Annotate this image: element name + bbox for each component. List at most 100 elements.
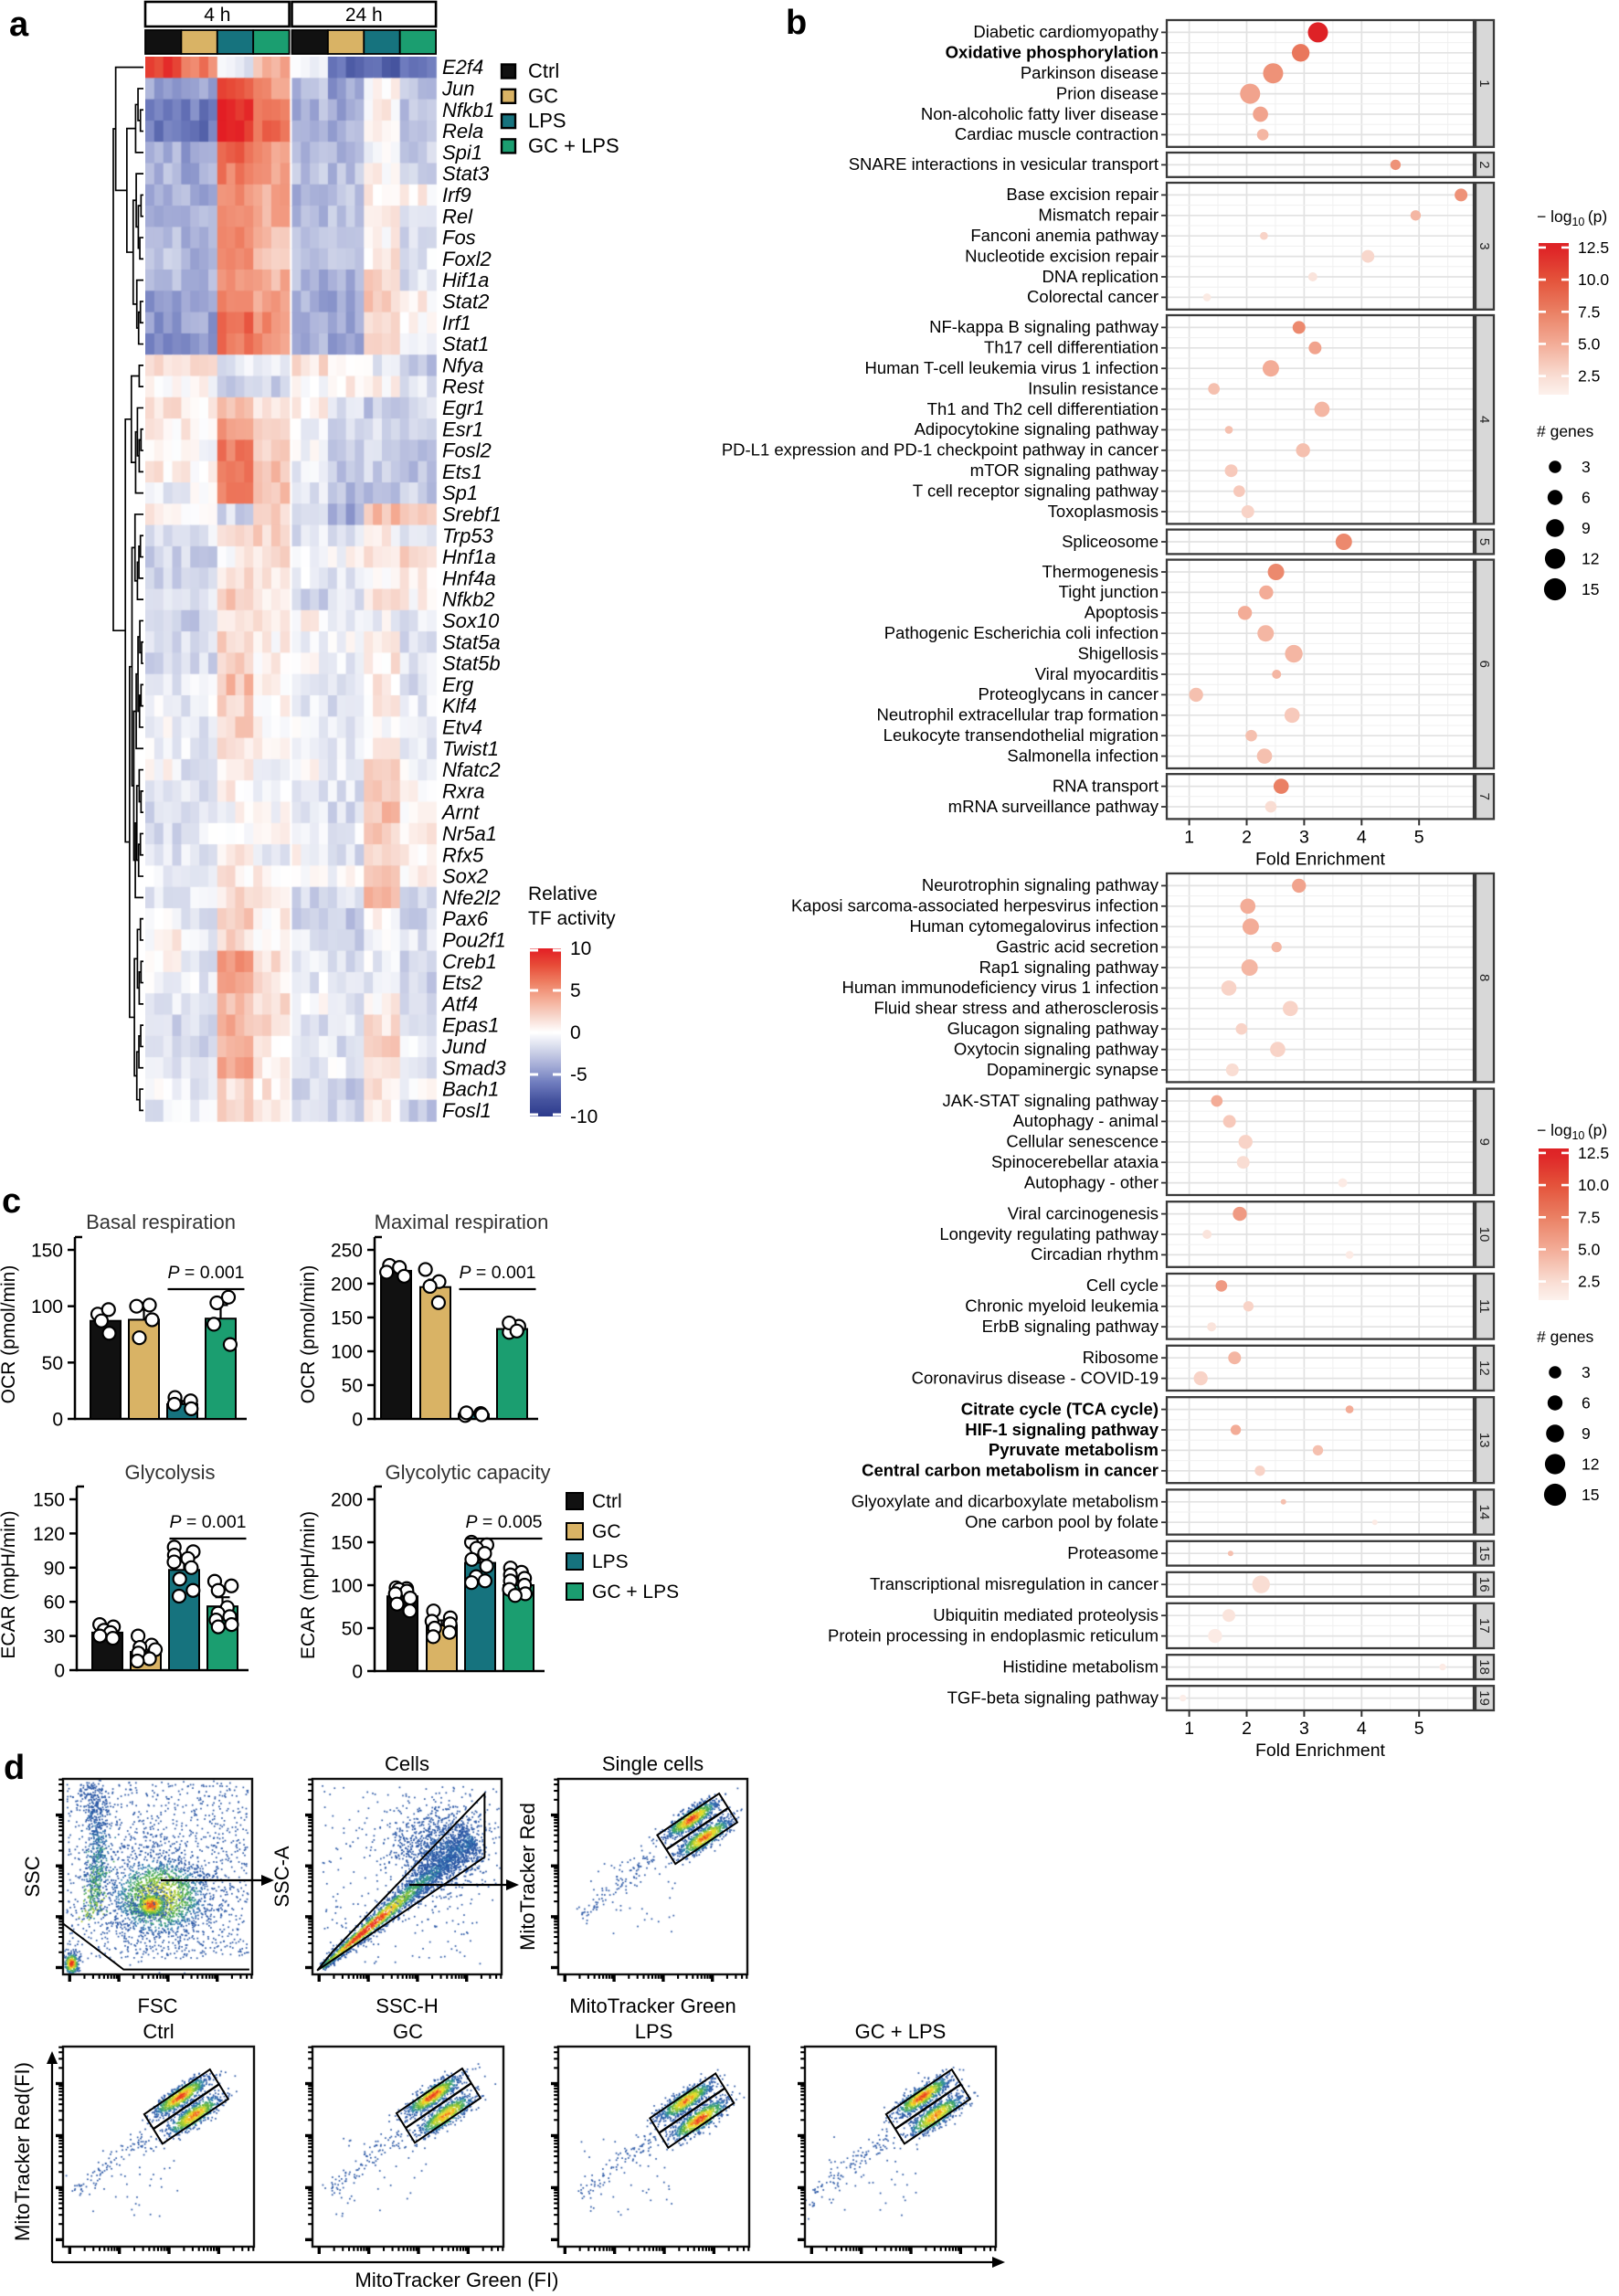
pathway-label: Toxoplasmosis: [1048, 502, 1159, 521]
bar-y-tick-label: 0: [352, 1662, 363, 1683]
color-legend-tick-label: 12.5: [1578, 238, 1609, 257]
pathway-bubble: [1245, 729, 1257, 742]
shape-path: [140, 683, 143, 707]
flow-plot-frame: [556, 2045, 751, 2248]
pathway-label: Salmonella infection: [1007, 746, 1159, 765]
pathway-label: Th1 and Th2 cell differentiation: [927, 399, 1159, 418]
group: [551, 1778, 748, 1982]
facet-strip-number: 9: [1476, 1138, 1492, 1146]
bar-data-point: [129, 1298, 144, 1314]
bar-chart-title: Glycolytic capacity: [386, 1461, 551, 1484]
pathway-label: Adipocytokine signaling pathway: [915, 419, 1159, 439]
pathway-bubble: [1284, 707, 1300, 724]
bar-data-point: [474, 1407, 490, 1423]
condition-bar-segment: [252, 29, 291, 55]
heatmap-colorbar-tick-label: -10: [570, 1106, 598, 1127]
facet-strip-number: 18: [1476, 1659, 1492, 1675]
size-legend-dot: [1547, 1395, 1563, 1411]
flow-scatter-flow_gc: [312, 2047, 503, 2247]
pathway-bubble: [1338, 1178, 1348, 1188]
bar-data-point: [142, 1297, 157, 1313]
pathway-label: Prion disease: [1056, 83, 1159, 102]
p-value-annotation: P = 0.005: [465, 1512, 542, 1532]
pathway-bubble: [1265, 800, 1277, 813]
pathway-label: Th17 cell differentiation: [984, 338, 1159, 357]
pathway-label: Kaposi sarcoma-associated herpesvirus in…: [791, 896, 1159, 915]
bar-y-tick-label: 30: [44, 1626, 65, 1647]
bar-data-point: [184, 1560, 199, 1575]
bar-legend-label: GC: [592, 1521, 621, 1542]
flow-gate-divider: [894, 2083, 962, 2131]
flow-plot-frame: [803, 2045, 998, 2248]
gene-label: Ets2: [442, 971, 482, 994]
heatmap-legend-label: Ctrl: [528, 59, 559, 82]
bar-data-point: [142, 1651, 157, 1666]
bar-data-point: [426, 1629, 441, 1645]
flow-shared-x-label: MitoTracker Green (FI): [355, 2269, 559, 2291]
gene-label: Smad3: [442, 1056, 506, 1079]
pathway-bubble: [1292, 321, 1306, 334]
frame-rect: [1165, 558, 1476, 770]
bar-data-point: [402, 1603, 418, 1619]
pathway-label: Human T-cell leukemia virus 1 infection: [865, 358, 1159, 377]
facet-strip: [1474, 1488, 1496, 1536]
x-tick-label: 4: [1357, 827, 1367, 847]
facet-strip: [1474, 1539, 1496, 1567]
heatmap-colorbar-tick-label: 0: [570, 1022, 581, 1043]
gene-label: Rfx5: [442, 843, 484, 866]
size-legend-label: 6: [1582, 489, 1591, 507]
frame-rect: [1165, 181, 1476, 311]
group: [305, 1778, 503, 1982]
color-legend-tick-label: 2.5: [1578, 367, 1600, 386]
text-span: (p): [1584, 207, 1607, 226]
pathway-label: Cell cycle: [1086, 1275, 1159, 1295]
facet-strip-number: 6: [1476, 661, 1492, 668]
facet-strip: [1474, 1602, 1496, 1650]
pathway-label: mTOR signaling pathway: [970, 460, 1159, 480]
tf-activity-heatmap: [145, 57, 438, 1124]
shape-path: [139, 1088, 143, 1112]
pathway-label: Colorectal cancer: [1027, 287, 1159, 306]
pathway-bubble: [1224, 426, 1233, 434]
heatmap-colorbar-tick-label: 5: [570, 980, 581, 1001]
frame-rect: [1165, 1272, 1476, 1340]
shape-path: [141, 640, 143, 664]
pathway-bubble: [1314, 401, 1330, 418]
flow-plot-title: Ctrl: [143, 2020, 174, 2043]
facet-strip-number: 7: [1476, 793, 1492, 800]
facet-strip: [1474, 1344, 1496, 1392]
pathway-label: SNARE interactions in vesicular transpor…: [849, 154, 1159, 174]
color-legend-bar: [1539, 1148, 1569, 1300]
bar-y-tick-label: 120: [33, 1524, 65, 1545]
bar-legend-swatch: [566, 1492, 584, 1510]
color-legend-tick-label: 7.5: [1578, 302, 1600, 321]
flow-gate-divider: [665, 1806, 729, 1851]
pathway-label: Thermogenesis: [1042, 562, 1159, 581]
gene-label: Arnt: [440, 801, 480, 824]
pathway-label: Insulin resistance: [1028, 378, 1159, 397]
gene-label: Klf4: [442, 694, 477, 717]
pathway-bubble: [1240, 83, 1261, 104]
shape-path: [112, 128, 126, 632]
pathway-label: Cellular senescence: [1006, 1132, 1159, 1151]
bar: [380, 1269, 412, 1420]
pathway-label: Mismatch repair: [1038, 206, 1159, 225]
pathway-bubble: [1439, 1663, 1446, 1671]
pathway-label: Viral myocarditis: [1035, 664, 1159, 683]
pathway-label: Ribosome: [1083, 1348, 1159, 1367]
pathway-label: T cell receptor signaling pathway: [913, 481, 1159, 500]
dendrogram: [112, 66, 143, 1112]
panel-c-bar-charts: Basal respiration 0 50 100 150 OCR (pmol/min)…: [0, 1211, 679, 1683]
shape-path: [139, 917, 143, 941]
gene-label: Creb1: [442, 950, 497, 973]
condition-bar-segment: [326, 29, 365, 55]
gene-label: Stat5b: [442, 652, 501, 675]
color-legend-title: − log10 (p): [1537, 1121, 1607, 1142]
bar-legend-swatch: [566, 1582, 584, 1601]
gene-label: Ets1: [442, 460, 482, 483]
shape-path: [135, 173, 143, 228]
time-group-box-24h: [291, 0, 438, 28]
flow-shared-y-label: MitoTracker Red(FI): [11, 2062, 34, 2241]
panel-b-bubble-plots: Diabetic cardiomyopathy Oxidative phospho…: [722, 18, 1609, 1761]
pathway-label: Human cytomegalovirus infection: [910, 916, 1159, 936]
